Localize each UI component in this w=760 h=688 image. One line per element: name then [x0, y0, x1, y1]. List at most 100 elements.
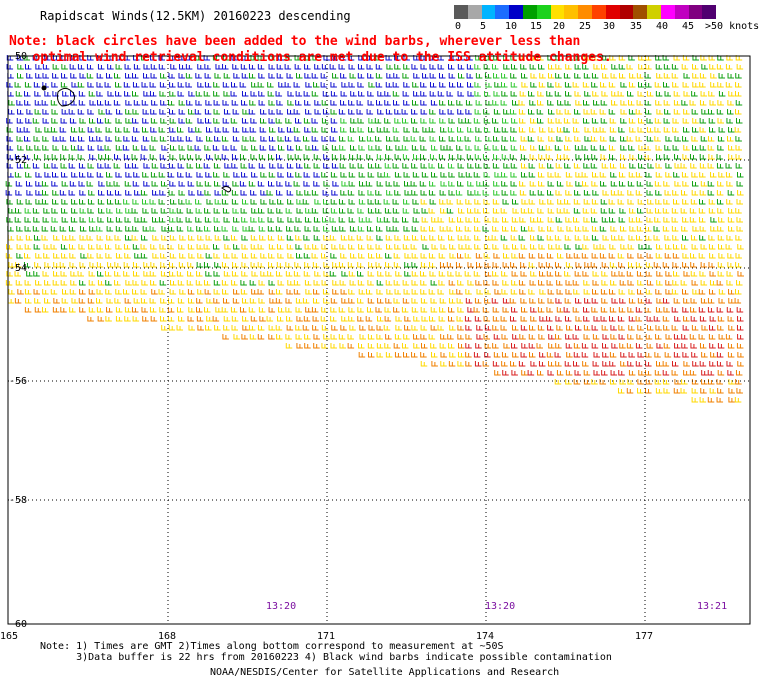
wind-barb: [556, 325, 563, 331]
wind-barb: [411, 226, 419, 232]
wind-barb: [663, 154, 671, 160]
wind-barb: [629, 163, 636, 169]
wind-barb: [295, 100, 302, 106]
wind-barb: [583, 235, 591, 241]
wind-barb: [268, 334, 275, 340]
wind-barb: [420, 262, 428, 268]
wind-barb: [394, 118, 401, 124]
wind-barb: [709, 64, 716, 70]
wind-barb: [411, 100, 419, 106]
wind-barb: [392, 163, 400, 169]
wind-barb: [654, 127, 661, 133]
wind-barb: [698, 253, 706, 259]
wind-barb: [394, 190, 401, 196]
wind-barb: [653, 226, 661, 232]
wind-barb: [87, 127, 95, 133]
wind-barb: [619, 298, 626, 304]
wind-barb: [448, 64, 455, 70]
wind-barb: [609, 379, 617, 385]
wind-barb: [655, 334, 662, 340]
wind-barb: [104, 163, 112, 169]
wind-barb: [293, 280, 301, 286]
wind-barb: [313, 217, 321, 223]
wind-barb: [375, 73, 383, 79]
wind-barb: [233, 334, 240, 340]
wind-barb: [223, 172, 230, 178]
wind-barb: [627, 181, 635, 187]
wind-barb: [124, 253, 131, 259]
wind-barb: [447, 271, 454, 277]
wind-barb: [664, 352, 672, 358]
wind-barb: [403, 55, 410, 61]
wind-barb: [646, 343, 654, 349]
wind-barb: [16, 73, 24, 79]
wind-barb: [467, 181, 474, 187]
wind-barb: [710, 352, 717, 358]
colorbar-segment: [522, 5, 537, 19]
wind-barb: [285, 181, 292, 187]
wind-barb: [311, 208, 319, 214]
wind-barb: [656, 343, 663, 349]
wind-barb: [177, 280, 185, 286]
wind-barb: [617, 91, 625, 97]
wind-barb: [538, 145, 546, 151]
wind-barb: [457, 325, 464, 331]
wind-barb: [728, 226, 735, 232]
wind-barb: [313, 82, 320, 88]
wind-barb: [205, 172, 212, 178]
wind-barb: [699, 190, 707, 196]
wind-barb: [566, 253, 573, 259]
wind-barb: [474, 154, 482, 160]
wind-barb: [735, 145, 742, 151]
wind-barb: [150, 64, 158, 70]
wind-barb: [35, 64, 42, 70]
wind-barb: [492, 343, 499, 349]
wind-barb: [269, 199, 276, 205]
wind-barb: [692, 82, 699, 88]
wind-barb: [221, 226, 229, 232]
wind-barb: [736, 181, 744, 187]
wind-barb: [664, 145, 671, 151]
wind-barb: [313, 226, 320, 232]
wind-barb: [70, 73, 77, 79]
wind-barb: [340, 190, 347, 196]
wind-barb: [501, 181, 508, 187]
wind-barb: [456, 289, 463, 295]
colorbar-label: 45: [682, 21, 695, 32]
wind-barb: [412, 217, 420, 223]
wind-barb: [51, 163, 59, 169]
wind-barb: [653, 235, 661, 241]
wind-barb: [251, 208, 258, 214]
wind-barb: [449, 325, 456, 331]
wind-barb: [572, 217, 580, 223]
wind-barb: [321, 127, 328, 133]
colorbar-label: 25: [579, 21, 592, 32]
wind-barb: [132, 199, 139, 205]
wind-barb: [483, 244, 491, 250]
wind-barb: [376, 235, 383, 241]
wind-barb: [70, 217, 78, 223]
wind-barb: [528, 226, 535, 232]
wind-barb: [448, 235, 455, 241]
wind-barb: [548, 109, 555, 115]
wind-barb: [25, 172, 32, 178]
wind-barb: [50, 127, 58, 133]
wind-barb: [464, 271, 472, 277]
colorbar-segment: [660, 5, 675, 19]
wind-barb: [260, 109, 267, 115]
wind-barb: [214, 262, 221, 268]
wind-barb: [294, 64, 302, 70]
wind-barb: [431, 217, 438, 223]
wind-barb: [105, 289, 112, 295]
wind-barb: [725, 163, 733, 169]
wind-barb: [474, 208, 481, 214]
wind-barb: [458, 118, 465, 124]
wind-barb: [393, 280, 401, 286]
wind-barb: [528, 172, 536, 178]
wind-barb: [206, 298, 213, 304]
wind-barb: [23, 154, 31, 160]
wind-barb: [574, 226, 582, 232]
wind-barb: [42, 145, 49, 151]
wind-barb: [69, 289, 77, 295]
wind-barb: [176, 217, 184, 223]
